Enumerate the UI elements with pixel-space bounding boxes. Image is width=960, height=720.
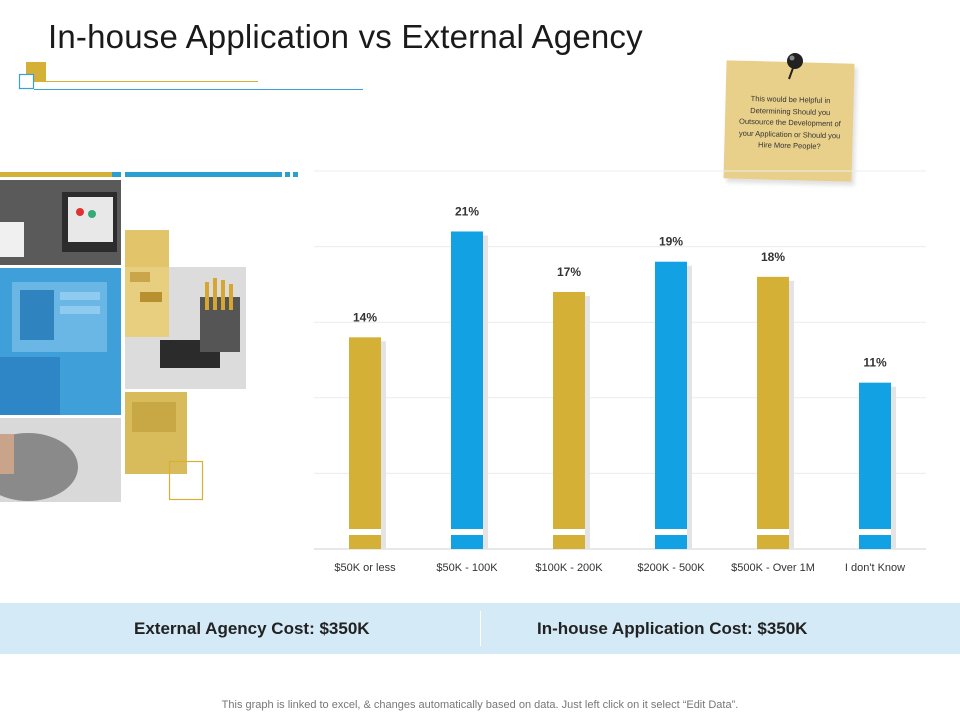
bar (859, 382, 891, 549)
pin-icon (787, 53, 803, 80)
data-label: 11% (863, 356, 887, 370)
bar (655, 261, 687, 549)
x-tick-label: I don't Know (845, 562, 905, 574)
inhouse-application-cost: In-house Application Cost: $350K (537, 619, 808, 638)
collage-stripe (0, 172, 298, 177)
title-decoration (18, 62, 363, 90)
footer-note: This graph is linked to excel, & changes… (221, 699, 739, 711)
bar-notch (859, 529, 891, 535)
cost-band: External Agency Cost: $350K In-house App… (0, 603, 960, 654)
decoration-outline-square (18, 73, 35, 90)
x-tick-label: $200K - 500K (637, 562, 705, 574)
cost-divider (480, 611, 481, 646)
bar (757, 276, 789, 549)
bar-notch (655, 529, 687, 535)
photo-collage (0, 172, 250, 507)
bar-notch (553, 529, 585, 535)
note-text: This would be Helpful in Determining Sho… (738, 93, 841, 151)
page-title: In-house Application vs External Agency (48, 18, 643, 55)
bar-notch (349, 529, 381, 535)
data-label: 19% (659, 235, 683, 249)
data-label: 18% (761, 250, 785, 264)
data-label: 17% (557, 265, 581, 279)
data-label: 21% (455, 204, 479, 218)
bar (451, 231, 483, 549)
bar-notch (451, 529, 483, 535)
x-tick-label: $500K - Over 1M (731, 562, 815, 574)
external-agency-cost: External Agency Cost: $350K (134, 619, 370, 638)
bar-notch (757, 529, 789, 535)
collage-image (0, 172, 246, 507)
x-tick-label: $50K or less (334, 562, 396, 574)
bar-chart: 14% $50K or less 21% $50K - 100K 17% $100K - … (314, 170, 926, 574)
x-tick-label: $50K - 100K (436, 562, 498, 574)
bar (553, 291, 585, 549)
bar (349, 337, 381, 549)
data-label: 14% (353, 310, 377, 324)
x-tick-label: $100K - 200K (535, 562, 603, 574)
